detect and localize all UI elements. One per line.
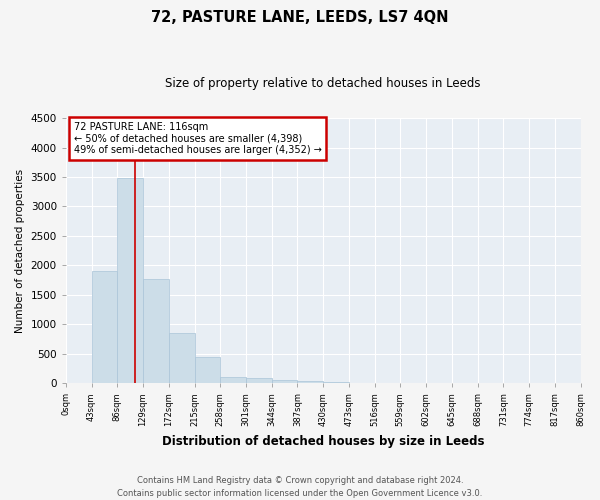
Text: Contains HM Land Registry data © Crown copyright and database right 2024.
Contai: Contains HM Land Registry data © Crown c… (118, 476, 482, 498)
Bar (92, 271, 118, 383)
Bar (323, 382, 349, 383)
Bar (118, 178, 143, 383)
Bar (194, 357, 220, 383)
Bar (272, 380, 298, 383)
Text: 72, PASTURE LANE, LEEDS, LS7 4QN: 72, PASTURE LANE, LEEDS, LS7 4QN (151, 10, 449, 25)
Bar (143, 280, 169, 383)
Bar (298, 381, 323, 383)
X-axis label: Distribution of detached houses by size in Leeds: Distribution of detached houses by size … (162, 434, 484, 448)
Title: Size of property relative to detached houses in Leeds: Size of property relative to detached ho… (166, 78, 481, 90)
Bar (246, 378, 272, 383)
Bar (220, 377, 246, 383)
Bar (169, 333, 194, 383)
Text: 72 PASTURE LANE: 116sqm
← 50% of detached houses are smaller (4,398)
49% of semi: 72 PASTURE LANE: 116sqm ← 50% of detache… (74, 122, 322, 155)
Y-axis label: Number of detached properties: Number of detached properties (15, 168, 25, 332)
